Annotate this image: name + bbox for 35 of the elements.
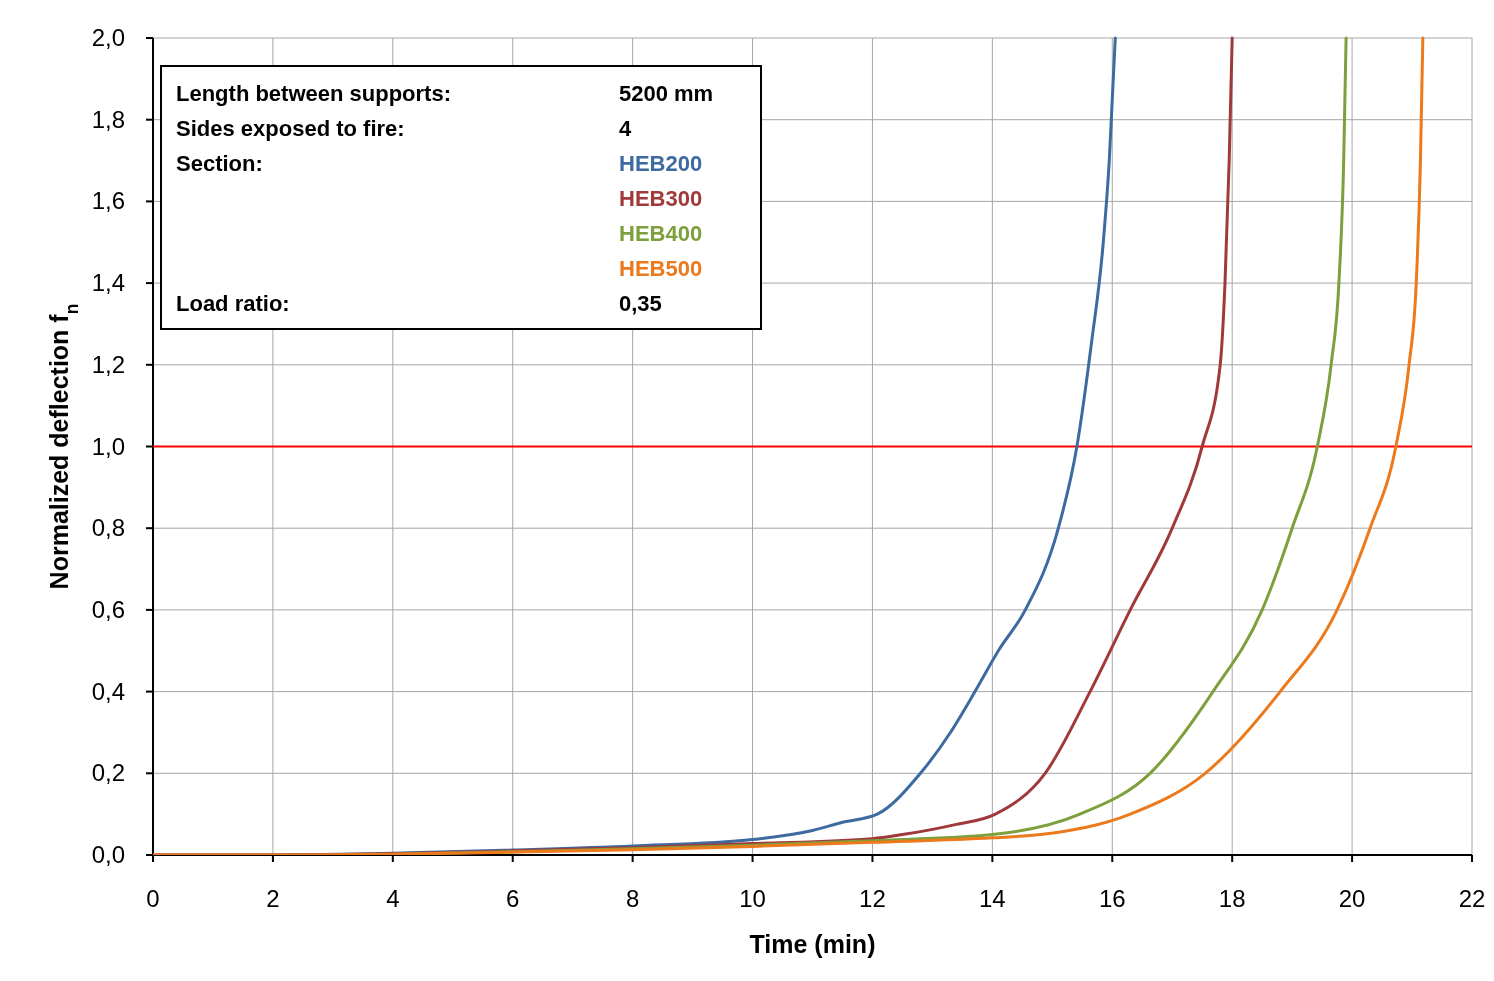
x-tick-label: 6 — [506, 885, 520, 912]
y-tick-label: 1,8 — [91, 105, 125, 133]
text: HEB300 — [619, 186, 703, 211]
y-tick-label: 0,0 — [91, 841, 125, 868]
annotation: Load ratio: — [176, 291, 290, 316]
annotation: Sides exposed to fire: — [176, 116, 405, 141]
x-tick-label: 12 — [859, 885, 886, 912]
annotation: 5200 mm — [619, 81, 714, 106]
x-tick-label: 10 — [739, 885, 766, 912]
y-tick-label: 2,0 — [91, 24, 125, 51]
x-tick-label: 4 — [386, 885, 400, 912]
x-tick-label: 14 — [979, 885, 1006, 912]
y-tick-label: 0,4 — [91, 677, 125, 705]
x-axis-title: Time (min) — [749, 930, 876, 958]
text: HEB400 — [619, 221, 703, 246]
x-tick-label: 20 — [1338, 885, 1366, 912]
x-tick-label: 0 — [146, 885, 160, 912]
x-tick-label: 22 — [1458, 885, 1486, 912]
text: HEB200 — [619, 151, 703, 176]
annotation: 4 — [619, 116, 632, 141]
x-tick-label: 2 — [266, 885, 280, 912]
y-tick-label: 1,0 — [91, 432, 125, 460]
x-tick-label: 18 — [1218, 885, 1246, 912]
y-tick-label: 1,2 — [91, 350, 125, 378]
y-tick-label: 0,8 — [91, 514, 125, 542]
y-tick-label: 1,6 — [91, 187, 125, 215]
annotation: Section: — [176, 151, 263, 176]
x-tick-label: 16 — [1098, 885, 1126, 912]
x-tick-label: 8 — [625, 885, 640, 912]
y-tick-label: 0,6 — [91, 595, 125, 623]
y-tick-label: 1,4 — [91, 269, 125, 297]
text: HEB500 — [619, 256, 703, 281]
y-tick-label: 0,2 — [91, 759, 125, 787]
annotation: Length between supports: — [176, 81, 451, 106]
annotation: 0,35 — [619, 291, 662, 316]
